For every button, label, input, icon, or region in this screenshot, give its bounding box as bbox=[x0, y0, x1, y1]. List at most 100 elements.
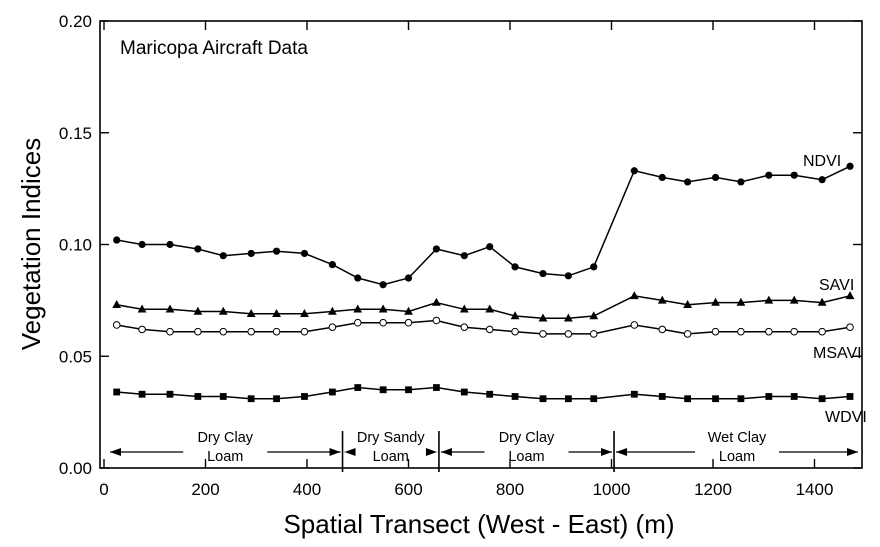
savi-point bbox=[589, 311, 599, 320]
wdvi-point bbox=[846, 393, 854, 400]
msavi-point bbox=[630, 321, 639, 329]
wdvi-point bbox=[113, 388, 121, 396]
series-ndvi: NDVI bbox=[113, 153, 854, 289]
msavi-point bbox=[138, 325, 146, 334]
msavi-point bbox=[846, 323, 854, 331]
region-label: Loam bbox=[207, 449, 243, 465]
savi-point bbox=[764, 295, 774, 304]
savi-point bbox=[193, 306, 203, 315]
savi-point bbox=[789, 295, 799, 304]
wdvi-point bbox=[379, 386, 387, 394]
y-axis-label: Vegetation Indices bbox=[16, 138, 46, 351]
savi-point bbox=[137, 304, 147, 313]
savi-point bbox=[218, 306, 228, 315]
y-tick-label: 0.00 bbox=[59, 459, 92, 478]
ndvi-point bbox=[138, 240, 146, 249]
ndvi-point bbox=[711, 173, 720, 182]
wdvi-point bbox=[712, 395, 719, 403]
wdvi-point bbox=[460, 388, 468, 396]
ndvi-point bbox=[300, 249, 309, 258]
y-tick-label: 0.10 bbox=[59, 236, 92, 255]
soil-regions: Dry Clay Loam Dry Sandy Loam Dry Clay Loam Wet… bbox=[110, 430, 858, 472]
x-axis-label: Spatial Transect (West - East) (m) bbox=[283, 509, 674, 539]
msavi-point bbox=[379, 318, 387, 327]
series: NDVI SAVI MSAVI WDVI bbox=[112, 153, 867, 426]
msavi-point bbox=[790, 327, 799, 336]
msavi-point bbox=[219, 327, 228, 336]
region-label: Loam bbox=[508, 449, 544, 465]
wdvi-point bbox=[737, 395, 745, 403]
wdvi-point bbox=[247, 395, 255, 403]
x-tick-label: 600 bbox=[394, 480, 422, 499]
msavi-point bbox=[683, 330, 692, 338]
ndvi-point bbox=[684, 178, 692, 186]
wdvi-point bbox=[166, 390, 174, 398]
ndvi-point bbox=[166, 240, 174, 249]
wdvi-point bbox=[818, 395, 826, 403]
region-arrowhead bbox=[616, 448, 628, 456]
ndvi-point bbox=[354, 274, 362, 282]
msavi-point bbox=[272, 327, 281, 336]
ndvi-point bbox=[460, 252, 468, 260]
x-tick-label: 800 bbox=[496, 480, 524, 499]
wdvi-point bbox=[301, 393, 308, 400]
savi-label: SAVI bbox=[819, 277, 854, 294]
wdvi-point bbox=[138, 390, 146, 398]
wdvi-point bbox=[354, 384, 362, 391]
chart-title: Maricopa Aircraft Data bbox=[120, 38, 308, 59]
savi-line bbox=[116, 295, 851, 320]
msavi-point bbox=[432, 316, 441, 325]
wdvi-point bbox=[486, 390, 494, 398]
ndvi-point bbox=[846, 162, 854, 170]
savi-point bbox=[246, 308, 256, 317]
wdvi-point bbox=[684, 395, 692, 403]
region-arrowhead bbox=[601, 448, 613, 456]
savi-point bbox=[736, 297, 746, 306]
savi-point bbox=[563, 313, 573, 322]
ndvi-point bbox=[486, 243, 494, 251]
wdvi-label: WDVI bbox=[825, 409, 867, 426]
savi-point bbox=[272, 308, 281, 317]
ndvi-point bbox=[539, 269, 547, 278]
wdvi-point bbox=[219, 393, 227, 400]
savi-point bbox=[845, 291, 855, 300]
msavi-point bbox=[511, 327, 519, 336]
ndvi-point bbox=[272, 247, 281, 255]
msavi-point bbox=[485, 325, 494, 334]
savi-point bbox=[485, 304, 495, 313]
ndvi-point bbox=[247, 249, 255, 258]
ndvi-point bbox=[765, 171, 773, 179]
msavi-point bbox=[737, 327, 745, 336]
savi-point bbox=[459, 304, 469, 313]
msavi-point bbox=[658, 325, 667, 334]
wdvi-point bbox=[630, 390, 638, 398]
msavi-point bbox=[112, 321, 121, 329]
msavi-point bbox=[460, 323, 469, 331]
wdvi-point bbox=[790, 393, 798, 400]
wdvi-point bbox=[564, 395, 572, 403]
ndvi-point bbox=[590, 263, 598, 271]
savi-point bbox=[327, 306, 337, 315]
ndvi-point bbox=[564, 272, 572, 280]
savi-point bbox=[404, 306, 413, 315]
x-tick-label: 400 bbox=[293, 480, 321, 499]
msavi-point bbox=[404, 318, 413, 327]
msavi-point bbox=[194, 327, 202, 336]
savi-point bbox=[538, 313, 548, 322]
region-label: Wet Clay bbox=[708, 430, 767, 446]
ndvi-point bbox=[194, 245, 202, 253]
wdvi-point bbox=[433, 384, 440, 391]
savi-point bbox=[817, 297, 827, 306]
savi-point bbox=[629, 291, 639, 300]
msavi-label: MSAVI bbox=[813, 345, 862, 362]
ndvi-point bbox=[328, 261, 336, 269]
wdvi-point bbox=[328, 388, 336, 396]
wdvi-point bbox=[194, 393, 202, 400]
x-tick-label: 1400 bbox=[796, 480, 834, 499]
msavi-point bbox=[765, 327, 773, 336]
region-label: Dry Clay bbox=[197, 430, 253, 446]
y-tick-label: 0.05 bbox=[59, 347, 92, 366]
region-label: Loam bbox=[719, 449, 755, 465]
x-tick-label: 200 bbox=[191, 480, 219, 499]
ndvi-point bbox=[432, 245, 441, 253]
